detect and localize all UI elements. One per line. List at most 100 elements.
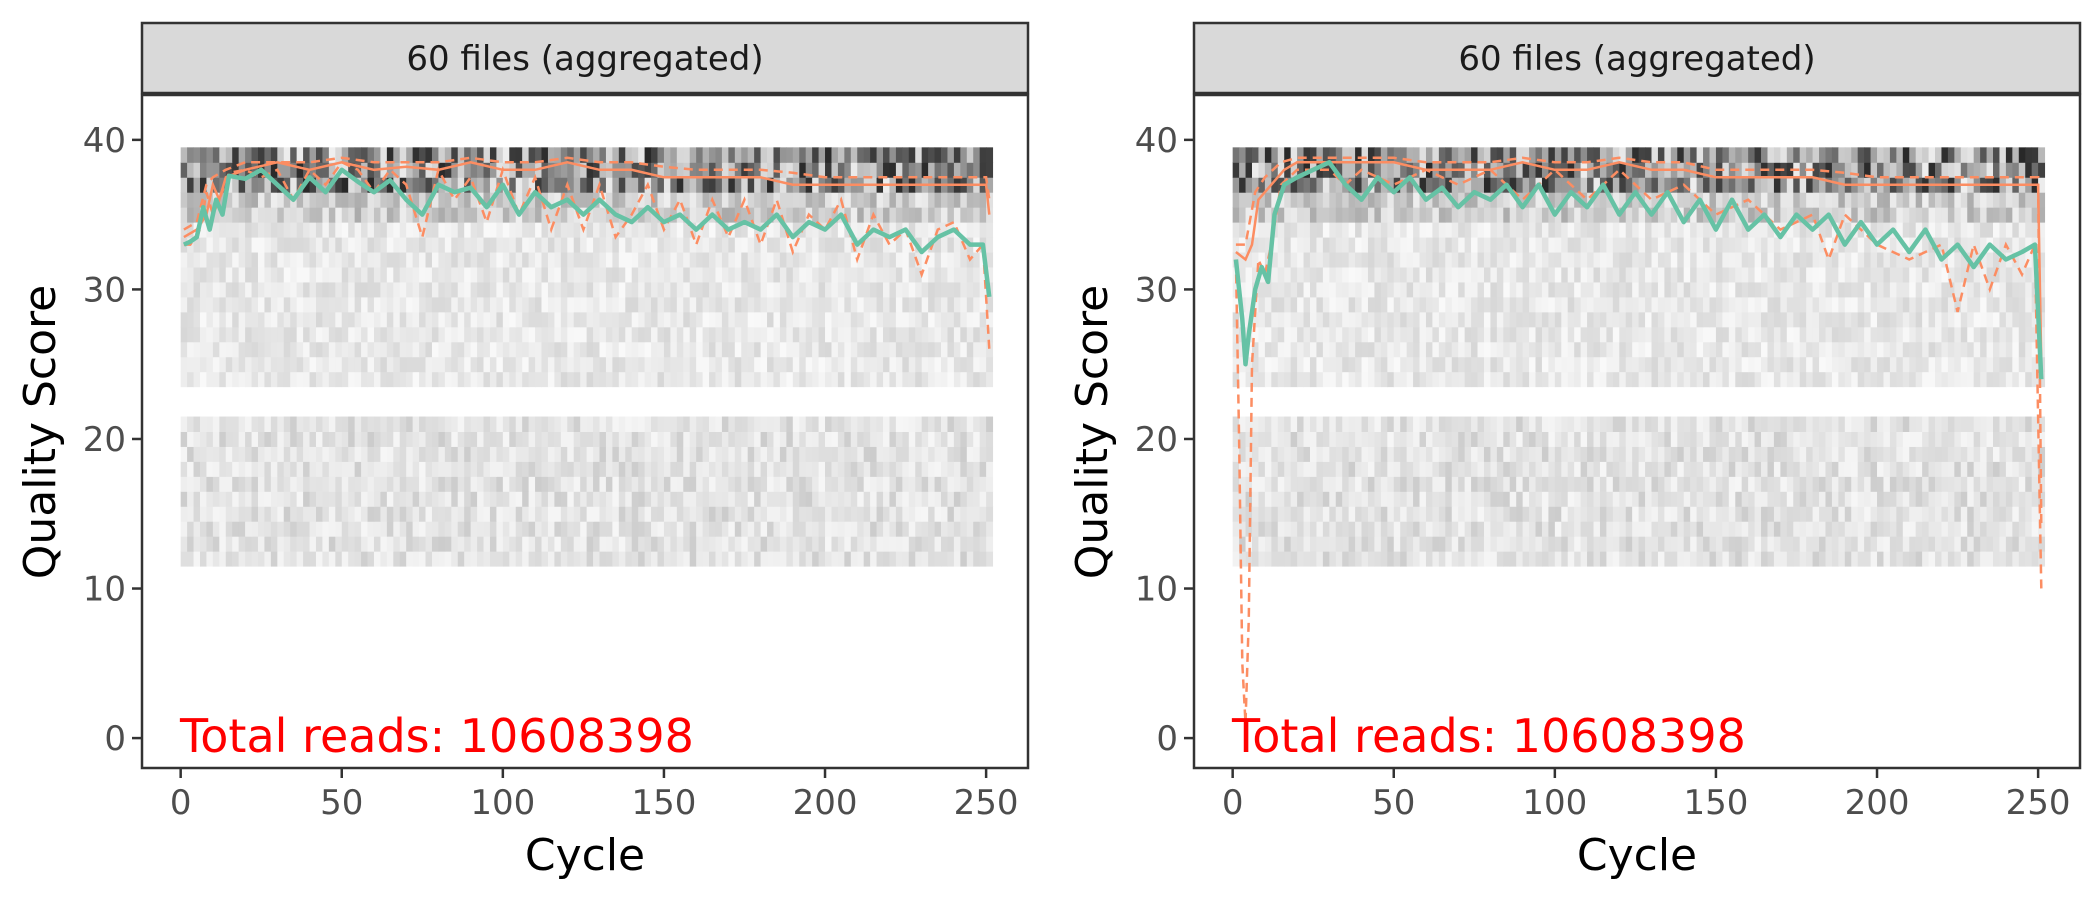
heatmap-tile <box>1400 341 1408 358</box>
heatmap-tile <box>328 416 336 432</box>
heatmap-tile <box>464 252 472 268</box>
heatmap-tile <box>1812 237 1820 253</box>
heatmap-tile <box>734 192 742 208</box>
heatmap-tile <box>715 341 723 358</box>
heatmap-tile <box>1986 341 1994 358</box>
heatmap-tile <box>1419 281 1427 298</box>
heatmap-tile <box>586 147 594 163</box>
heatmap-tile <box>509 147 517 163</box>
heatmap-tile <box>399 266 407 283</box>
heatmap-tile <box>728 476 736 492</box>
heatmap-tile <box>1780 356 1788 373</box>
heatmap-tile <box>554 252 562 268</box>
heatmap-tile <box>560 551 568 567</box>
heatmap-tile <box>290 252 298 268</box>
heatmap-tile <box>1490 311 1498 328</box>
heatmap-tile <box>1632 296 1640 313</box>
heatmap-tile <box>489 356 497 373</box>
heatmap-tile <box>1348 177 1356 193</box>
heatmap-tile <box>515 147 523 163</box>
heatmap-tile <box>696 341 704 358</box>
heatmap-tile <box>367 192 375 208</box>
heatmap-tile <box>290 416 298 432</box>
heatmap-tile <box>335 192 343 208</box>
heatmap-tile <box>1322 371 1330 388</box>
heatmap-tile <box>1657 237 1665 253</box>
heatmap-tile <box>541 162 549 178</box>
heatmap-tile <box>335 207 343 223</box>
heatmap-tile <box>1922 296 1930 313</box>
heatmap-tile <box>1754 326 1762 343</box>
heatmap-tile <box>1587 296 1595 313</box>
heatmap-tile <box>386 207 394 223</box>
heatmap-tile <box>180 356 188 373</box>
heatmap-tile <box>728 252 736 268</box>
heatmap-tile <box>322 162 330 178</box>
heatmap-tile <box>825 162 832 178</box>
heatmap-tile <box>315 446 323 462</box>
heatmap-tile <box>1483 356 1491 373</box>
heatmap-tile <box>1445 177 1453 193</box>
heatmap-tile <box>857 147 865 163</box>
heatmap-tile <box>728 446 736 462</box>
y-axis-title-1: Quality Score <box>15 285 66 579</box>
heatmap-tile <box>915 341 923 358</box>
heatmap-tile <box>470 446 478 462</box>
heatmap-tile <box>799 536 807 552</box>
heatmap-tile <box>741 371 749 388</box>
heatmap-tile <box>625 461 633 477</box>
heatmap-tile <box>290 222 298 238</box>
heatmap-tile <box>586 521 594 537</box>
heatmap-tile <box>1587 311 1595 328</box>
heatmap-tile <box>438 416 446 432</box>
heatmap-tile <box>1548 371 1556 388</box>
heatmap-tile <box>644 416 652 432</box>
heatmap-tile <box>1438 252 1446 268</box>
heatmap-tile <box>264 311 272 328</box>
heatmap-tile <box>915 207 923 223</box>
heatmap-tile <box>663 237 671 253</box>
heatmap-tile <box>1509 222 1517 238</box>
heatmap-tile <box>1612 252 1620 268</box>
heatmap-tile <box>1329 266 1337 283</box>
heatmap-tile <box>515 491 523 507</box>
heatmap-tile <box>245 207 253 223</box>
heatmap-tile <box>238 237 246 253</box>
heatmap-tile <box>1715 237 1723 253</box>
heatmap-tile <box>212 281 220 298</box>
heatmap-tile <box>187 356 195 373</box>
heatmap-tile <box>399 341 407 358</box>
heatmap-tile <box>206 491 214 507</box>
heatmap-tile <box>1670 266 1678 283</box>
heatmap-tile <box>1232 341 1240 358</box>
heatmap-tile <box>683 147 691 163</box>
heatmap-tile <box>335 356 343 373</box>
heatmap-tile <box>335 162 343 178</box>
heatmap-tile <box>1690 371 1698 388</box>
heatmap-tile <box>1574 341 1582 358</box>
heatmap-tile <box>1290 207 1298 223</box>
heatmap-tile <box>1284 266 1292 283</box>
heatmap-tile <box>2025 207 2033 223</box>
heatmap-tile <box>412 311 420 328</box>
heatmap-tile <box>322 207 330 223</box>
heatmap-tile <box>1877 326 1884 343</box>
heatmap-tile <box>644 341 652 358</box>
heatmap-tile <box>541 311 549 328</box>
heatmap-tile <box>567 162 575 178</box>
heatmap-tile <box>741 207 749 223</box>
heatmap-tile <box>219 536 227 552</box>
heatmap-tile <box>1683 192 1691 208</box>
heatmap-tile <box>212 341 220 358</box>
heatmap-tile <box>966 416 974 432</box>
heatmap-tile <box>1683 371 1691 388</box>
heatmap-tile <box>528 237 536 253</box>
heatmap-tile <box>425 431 433 447</box>
heatmap-tile <box>593 431 600 447</box>
heatmap-tile <box>792 266 800 283</box>
heatmap-tile <box>844 266 852 283</box>
heatmap-tile <box>631 326 639 343</box>
heatmap-tile <box>547 341 555 358</box>
heatmap-tile <box>361 252 369 268</box>
heatmap-tile <box>605 356 613 373</box>
